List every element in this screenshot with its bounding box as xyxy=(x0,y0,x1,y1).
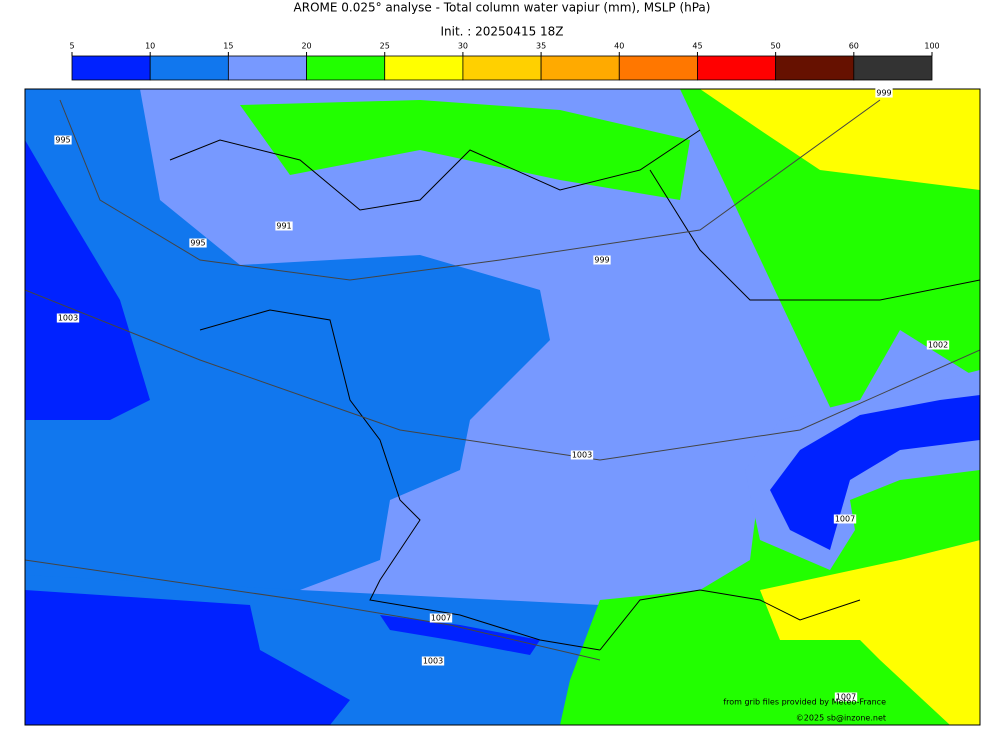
title: AROME 0.025° analyse - Total column wate… xyxy=(294,1,711,15)
field xyxy=(380,615,540,655)
colorbar-segment xyxy=(149,55,229,81)
isobar-label-bg xyxy=(834,692,858,702)
isobar-label-bg xyxy=(275,221,293,231)
isobar-label: 995 xyxy=(55,136,70,145)
field xyxy=(25,89,550,590)
colorbar-tick-label: 35 xyxy=(536,42,546,51)
isobar-label-bg xyxy=(570,450,594,460)
field xyxy=(240,100,690,200)
colorbar-segment xyxy=(384,55,464,81)
colorbar-tick-label: 10 xyxy=(145,42,155,51)
isobar-label: 999 xyxy=(876,89,891,98)
colorbar-tick-label: 25 xyxy=(380,42,390,51)
isobar-label: 1007 xyxy=(836,693,856,702)
isobar-label-bg xyxy=(189,238,207,248)
field xyxy=(850,470,980,560)
isobar-label: 995 xyxy=(190,239,205,248)
colorbar-segment xyxy=(853,55,933,81)
colorbar-segment xyxy=(71,55,151,81)
isobar-label: 1002 xyxy=(928,341,948,350)
colorbar-tick-label: 5 xyxy=(69,42,74,51)
colorbar-segment xyxy=(306,55,386,81)
colorbar-segment xyxy=(618,55,698,81)
field xyxy=(25,140,150,420)
isobar-label-bg xyxy=(926,340,950,350)
colorbar: 5 10 15 20 25 30 35 40 45 50 60 100 xyxy=(69,42,940,81)
isobar-label: 1007 xyxy=(431,614,451,623)
colorbar-segment xyxy=(227,55,307,81)
isobar-label-bg xyxy=(593,255,611,265)
isobar-label-bg xyxy=(429,613,453,623)
isobar-label: 991 xyxy=(276,222,291,231)
field xyxy=(760,540,980,725)
isobars xyxy=(25,99,980,661)
colorbar-segment xyxy=(697,55,777,81)
isobar-label: 1007 xyxy=(835,515,855,524)
isobar-label-bg xyxy=(56,313,80,323)
isobar-labels: 995 995 991 999 999 1003 1002 1003 1007 … xyxy=(54,88,950,702)
colorbar-tick-label: 45 xyxy=(692,42,702,51)
map xyxy=(25,89,980,725)
colorbar-segment xyxy=(462,55,542,81)
colorbar-tick-label: 100 xyxy=(924,42,939,51)
isobar-label: 999 xyxy=(594,256,609,265)
colorbar-tick-label: 40 xyxy=(614,42,624,51)
isobar-label-bg xyxy=(833,514,857,524)
colorbar-tick-label: 20 xyxy=(301,42,311,51)
colorbar-tick-label: 15 xyxy=(223,42,233,51)
field xyxy=(25,590,350,725)
isobar-label-bg xyxy=(421,656,445,666)
isobar-label: 1003 xyxy=(572,451,592,460)
map-frame xyxy=(24,88,981,726)
colorbar-tick-label: 50 xyxy=(771,42,781,51)
isobar-label: 1003 xyxy=(423,657,443,666)
isobar-label-bg xyxy=(54,135,72,145)
coastlines xyxy=(169,129,980,651)
field xyxy=(770,395,980,550)
colorbar-segment xyxy=(775,55,855,81)
subtitle: Init. : 20250415 18Z xyxy=(440,25,563,39)
credit-source: from grib files provided by Meteo-France xyxy=(723,698,886,707)
credit-copyright: ©2025 sb@inzone.net xyxy=(796,714,886,723)
colorbar-segment xyxy=(540,55,620,81)
colorbar-tick-label: 60 xyxy=(849,42,859,51)
isobar-label: 1003 xyxy=(58,314,78,323)
isobar-label-bg xyxy=(875,88,893,98)
field xyxy=(700,89,980,190)
colorbar-tick-label: 30 xyxy=(458,42,468,51)
